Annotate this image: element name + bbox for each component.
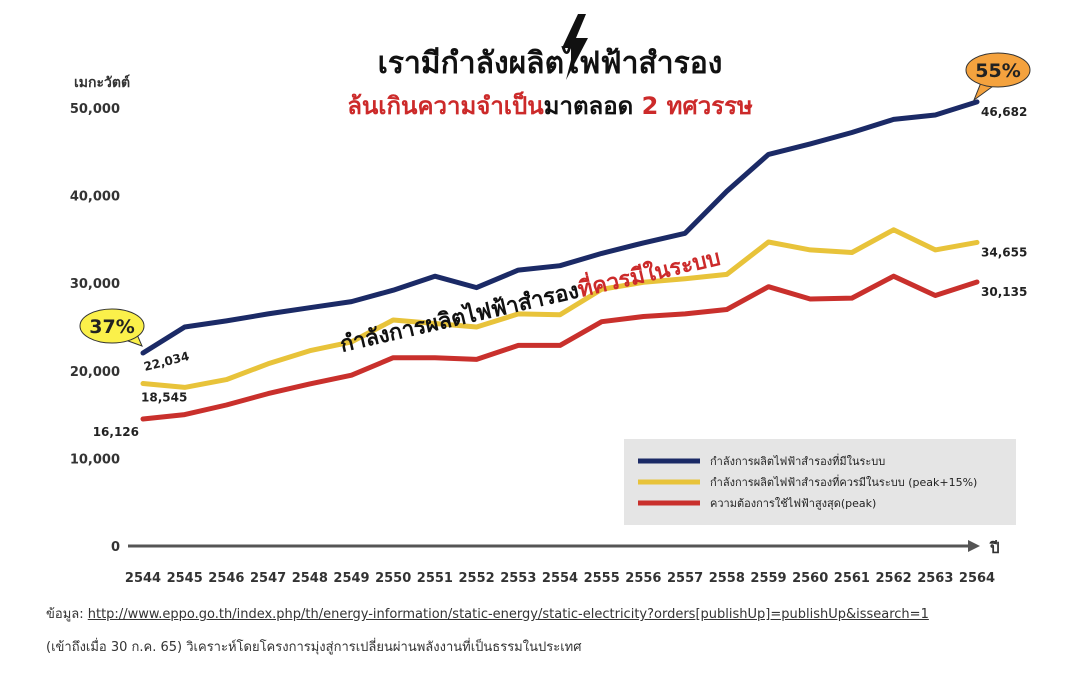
y-tick-label: 30,000 xyxy=(70,277,120,292)
x-tick-label: 2561 xyxy=(834,571,870,586)
callout-text: 37% xyxy=(89,316,134,338)
y-tick-label: 40,000 xyxy=(70,190,120,205)
chart-title: เรามีกำลังผลิตไฟฟ้าสำรอง xyxy=(300,40,800,87)
chart-annotation: กำลังการผลิตไฟฟ้าสำรองที่ควรมีในระบบ xyxy=(337,241,723,358)
annotation-red: ที่ควรมีในระบบ xyxy=(575,241,723,303)
source-note: (เข้าถึงเมื่อ 30 ก.ค. 65) วิเคราะห์โดยโค… xyxy=(46,640,582,655)
data-label: 34,655 xyxy=(981,245,1027,259)
x-tick-label: 2555 xyxy=(584,571,620,586)
x-tick-label: 2548 xyxy=(292,571,328,586)
data-label: 22,034 xyxy=(142,349,190,374)
source-line: ข้อมูล: http://www.eppo.go.th/index.php/… xyxy=(46,603,929,624)
data-label: 30,135 xyxy=(981,285,1027,299)
x-tick-label: 2552 xyxy=(459,571,495,586)
line-chart: 0 10,000 20,000 30,000 40,000 50,000 ปี 2544 254… xyxy=(70,52,1031,586)
y-tick-label: 20,000 xyxy=(70,365,120,380)
data-label: 18,545 xyxy=(141,391,187,405)
x-tick-label: 2554 xyxy=(542,571,578,586)
x-tick-label: 2546 xyxy=(208,571,244,586)
lightning-bolt-icon xyxy=(562,14,588,80)
x-tick-label: 2562 xyxy=(876,571,912,586)
x-tick-label: 2549 xyxy=(333,571,369,586)
series-line-3 xyxy=(140,273,980,422)
subtitle-red-2: 2 ทศวรรษ xyxy=(641,92,753,120)
data-label: 46,682 xyxy=(981,105,1027,119)
series-line-2 xyxy=(140,227,980,390)
source-label: ข้อมูล: xyxy=(46,607,88,622)
x-tick-label: 2544 xyxy=(125,571,161,586)
x-tick-label: 2556 xyxy=(625,571,661,586)
x-tick-label: 2558 xyxy=(709,571,745,586)
x-tick-label: 2557 xyxy=(667,571,703,586)
x-tick-label: 2550 xyxy=(375,571,411,586)
series-line-1 xyxy=(140,99,980,356)
x-tick-label: 2547 xyxy=(250,571,286,586)
callout-bubble xyxy=(965,52,1031,88)
x-tick-label: 2559 xyxy=(750,571,786,586)
legend-label: กำลังการผลิตไฟฟ้าสำรองที่ควรมีในระบบ (pe… xyxy=(710,474,977,489)
subtitle-dark: มาตลอด xyxy=(543,92,634,120)
x-tick-label: 2564 xyxy=(959,571,995,586)
x-tick-label: 2553 xyxy=(500,571,536,586)
x-tick-label: 2545 xyxy=(167,571,203,586)
y-tick-label: 10,000 xyxy=(70,452,120,467)
chart-title-text: เรามีกำลังผลิตไฟฟ้าสำรอง xyxy=(377,46,723,81)
y-axis-label: เมกะวัตต์ xyxy=(74,75,131,91)
callout-text: 55% xyxy=(975,60,1020,82)
callout-bubble xyxy=(79,308,145,344)
x-axis-label: ปี xyxy=(989,539,999,557)
x-tick-label: 2551 xyxy=(417,571,453,586)
legend-label: ความต้องการใช้ไฟฟ้าสูงสุด(peak) xyxy=(710,497,876,510)
x-tick-label: 2563 xyxy=(917,571,953,586)
chart-subtitle: ล้นเกินความจำเป็นมาตลอด 2 ทศวรรษ xyxy=(300,86,800,125)
subtitle-red-1: ล้นเกินความจำเป็น xyxy=(347,92,544,120)
x-tick-label: 2560 xyxy=(792,571,828,586)
legend-label: กำลังการผลิตไฟฟ้าสำรองที่มีในระบบ xyxy=(710,453,885,468)
data-label: 16,126 xyxy=(93,425,139,439)
y-tick-label: 0 xyxy=(111,540,120,555)
source-link[interactable]: http://www.eppo.go.th/index.php/th/energ… xyxy=(87,607,929,622)
x-axis-arrow xyxy=(968,540,980,552)
y-tick-label: 50,000 xyxy=(70,102,120,117)
